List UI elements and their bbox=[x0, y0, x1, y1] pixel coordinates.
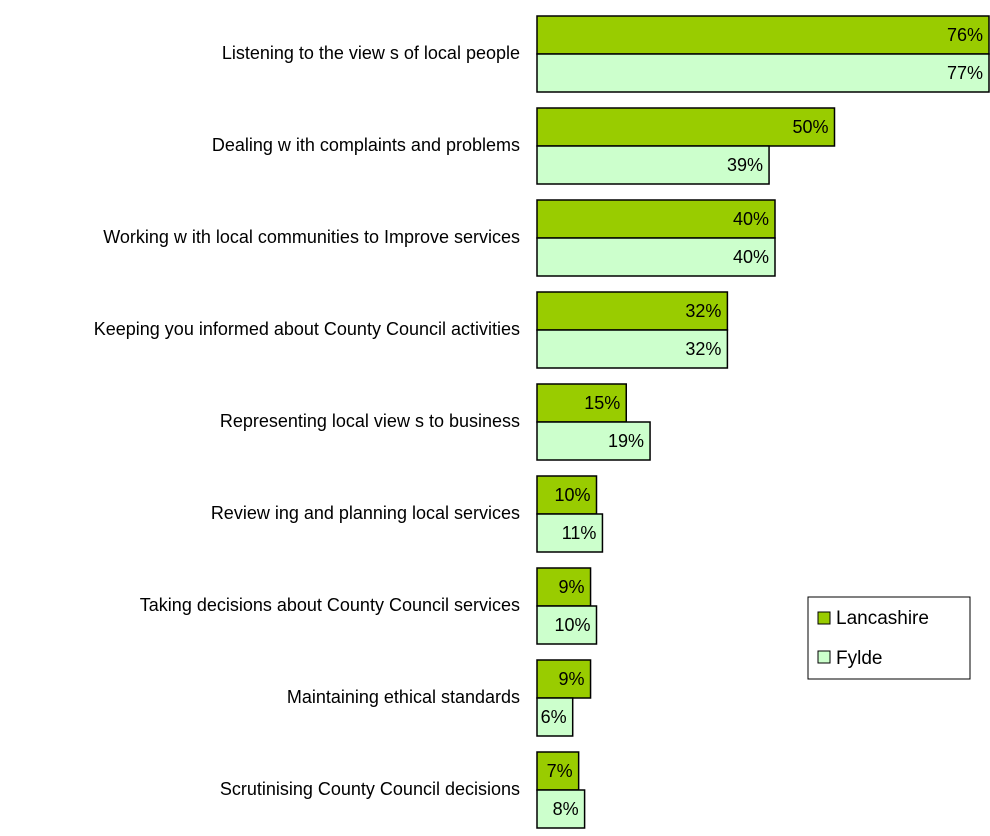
data-label-fylde: 32% bbox=[685, 339, 721, 359]
bar-fylde bbox=[536, 421, 651, 461]
data-label-fylde: 39% bbox=[727, 155, 763, 175]
legend-swatch-fylde bbox=[817, 650, 831, 664]
data-label-lancashire: 10% bbox=[554, 485, 590, 505]
category-label: Working w ith local communities to Impro… bbox=[103, 227, 520, 247]
bar-fylde bbox=[536, 513, 604, 553]
bar-lancashire bbox=[536, 475, 598, 515]
bar-fylde bbox=[536, 789, 586, 829]
category-label: Scrutinising County Council decisions bbox=[220, 779, 520, 799]
legend-swatch-lancashire bbox=[817, 611, 831, 625]
bar-fylde bbox=[536, 329, 729, 369]
bars-layer: 76% 77% 50% 39% 40% 40% 32% 32% 15% 19% 10% 11% 9% 10… bbox=[536, 15, 990, 829]
category-label: Maintaining ethical standards bbox=[287, 687, 520, 707]
data-label-fylde: 11% bbox=[562, 523, 597, 543]
data-label-fylde: 19% bbox=[608, 431, 644, 451]
bar-lancashire bbox=[536, 567, 592, 607]
legend: Lancashire Fylde bbox=[807, 596, 971, 680]
legend-label-lancashire: Lancashire bbox=[836, 608, 929, 629]
bar-lancashire bbox=[536, 107, 836, 147]
data-label-lancashire: 15% bbox=[584, 393, 620, 413]
data-label-lancashire: 9% bbox=[559, 669, 585, 689]
data-label-fylde: 6% bbox=[541, 707, 567, 727]
data-label-fylde: 10% bbox=[554, 615, 590, 635]
category-label: Representing local view s to business bbox=[220, 411, 520, 431]
data-label-lancashire: 32% bbox=[685, 301, 721, 321]
bar-lancashire bbox=[536, 15, 990, 55]
data-label-fylde: 77% bbox=[947, 63, 983, 83]
data-label-fylde: 8% bbox=[553, 799, 579, 819]
data-label-lancashire: 76% bbox=[947, 25, 983, 45]
bar-lancashire bbox=[536, 199, 776, 239]
bar-lancashire bbox=[536, 291, 729, 331]
bar-fylde bbox=[536, 697, 574, 737]
category-labels-layer: Listening to the view s of local people D… bbox=[94, 43, 520, 799]
legend-label-fylde: Fylde bbox=[836, 648, 882, 669]
bar-lancashire bbox=[536, 751, 580, 791]
bar-fylde bbox=[536, 145, 770, 185]
bar-lancashire bbox=[536, 383, 627, 423]
category-label: Listening to the view s of local people bbox=[222, 43, 520, 63]
bar-fylde bbox=[536, 237, 776, 277]
category-label: Taking decisions about County Council se… bbox=[140, 595, 520, 615]
data-label-lancashire: 40% bbox=[733, 209, 769, 229]
bar-lancashire bbox=[536, 659, 592, 699]
bar-fylde bbox=[536, 605, 598, 645]
data-label-fylde: 40% bbox=[733, 247, 769, 267]
data-label-lancashire: 7% bbox=[547, 761, 573, 781]
legend-box bbox=[807, 596, 971, 680]
category-label: Keeping you informed about County Counci… bbox=[94, 319, 520, 339]
data-label-lancashire: 50% bbox=[792, 117, 828, 137]
bar-fylde bbox=[536, 53, 990, 93]
category-label: Dealing w ith complaints and problems bbox=[212, 135, 520, 155]
category-label: Review ing and planning local services bbox=[211, 503, 520, 523]
data-label-lancashire: 9% bbox=[559, 577, 585, 597]
